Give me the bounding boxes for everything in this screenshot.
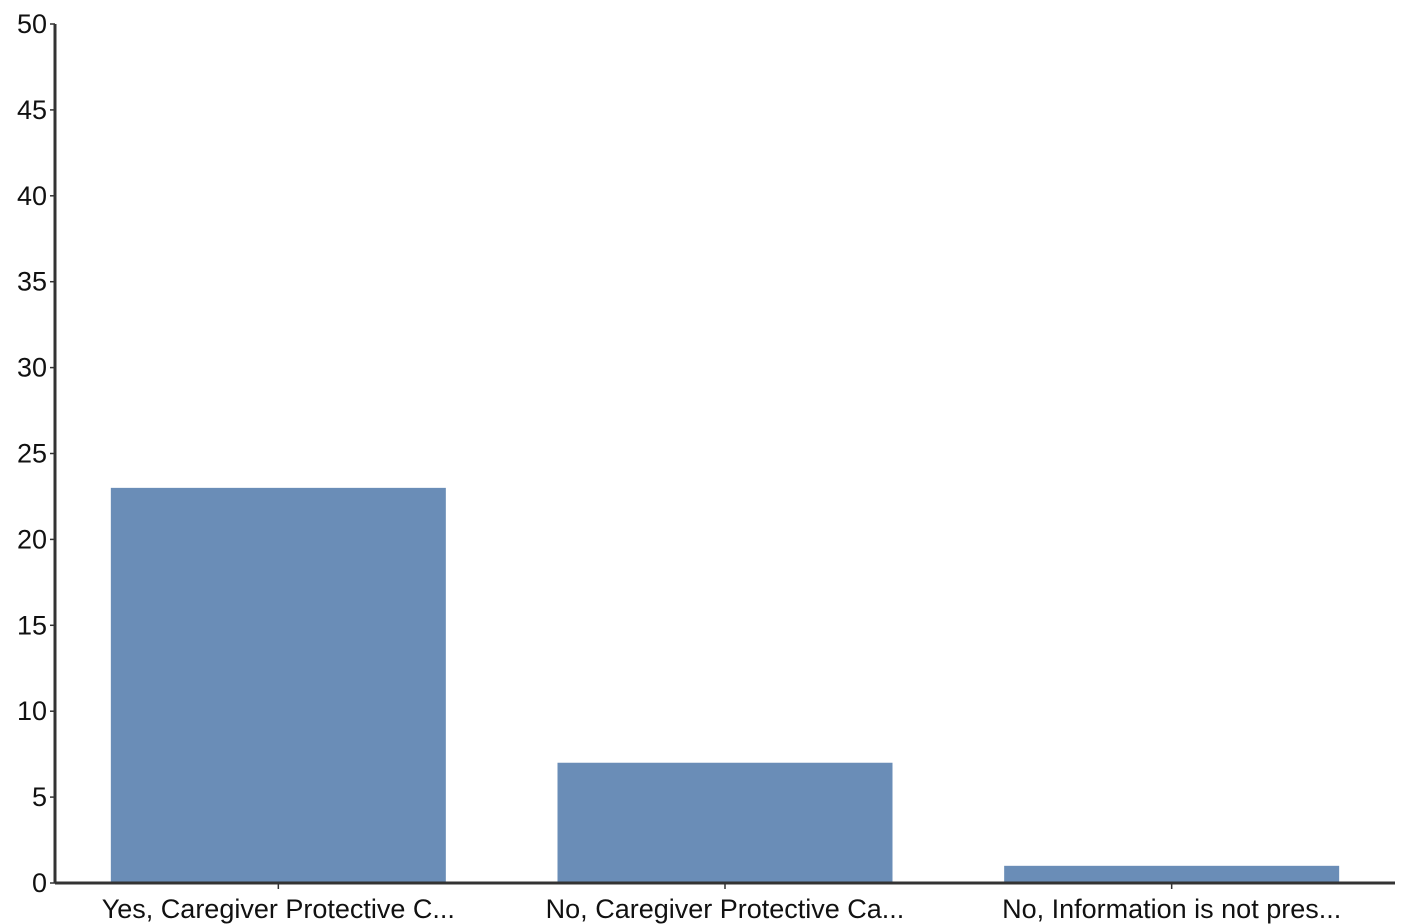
y-tick-label: 35	[17, 267, 47, 297]
x-tick-label: No, Caregiver Protective Ca...	[546, 894, 905, 924]
bars	[110, 487, 1340, 883]
y-tick-label: 45	[17, 95, 47, 125]
bar	[1004, 865, 1340, 883]
bar	[110, 487, 446, 883]
y-tick-label: 25	[17, 439, 47, 469]
x-axis-ticks: Yes, Caregiver Protective C... No, Caregi…	[102, 883, 1341, 924]
x-tick-label: No, Information is not pres...	[1002, 894, 1341, 924]
y-tick-label: 15	[17, 610, 47, 640]
bar	[557, 762, 893, 883]
y-tick-label: 10	[17, 696, 47, 726]
y-tick-label: 0	[32, 868, 47, 898]
y-tick-label: 20	[17, 524, 47, 554]
x-tick-label: Yes, Caregiver Protective C...	[102, 894, 455, 924]
y-axis-ticks: 0 5 10 15 20 25 30 35 40 45 50	[17, 9, 55, 898]
y-tick-label: 5	[32, 782, 47, 812]
y-tick-label: 50	[17, 9, 47, 39]
y-tick-label: 40	[17, 181, 47, 211]
y-tick-label: 30	[17, 353, 47, 383]
